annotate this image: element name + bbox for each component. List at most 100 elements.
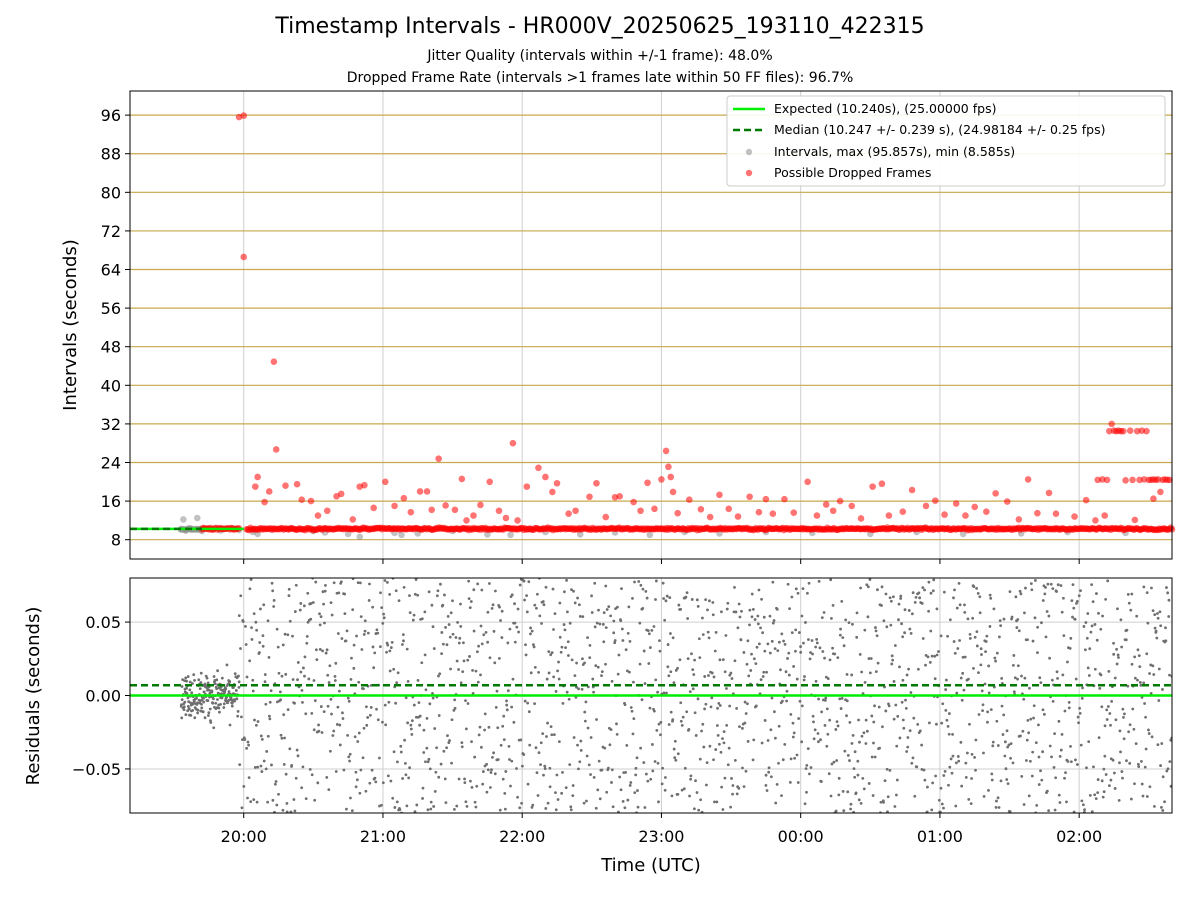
residual-point bbox=[501, 724, 505, 728]
residual-point bbox=[477, 644, 480, 648]
residual-point bbox=[703, 675, 707, 678]
residual-point bbox=[813, 728, 817, 732]
residual-point bbox=[975, 644, 979, 648]
residual-point bbox=[1066, 660, 1069, 664]
residual-point bbox=[262, 759, 266, 763]
residual-point bbox=[987, 691, 991, 695]
residual-point bbox=[690, 652, 693, 656]
residual-point bbox=[537, 670, 541, 674]
residual-point bbox=[937, 650, 940, 653]
residual-point bbox=[251, 689, 255, 693]
residual-point bbox=[560, 645, 564, 649]
residual-point bbox=[612, 619, 616, 623]
residual-point bbox=[227, 698, 231, 702]
residual-point bbox=[721, 808, 725, 811]
dropped-frame-point bbox=[674, 509, 681, 517]
residual-point bbox=[849, 802, 853, 806]
residual-point bbox=[234, 689, 238, 692]
residual-point bbox=[1109, 778, 1113, 782]
residual-point bbox=[1129, 797, 1133, 801]
residual-point bbox=[886, 810, 889, 813]
residual-point bbox=[737, 602, 741, 606]
residual-point bbox=[836, 724, 840, 728]
dropped-frame-point bbox=[899, 508, 907, 516]
residual-point bbox=[218, 710, 221, 714]
intervals-y-tick-label: 96 bbox=[101, 106, 121, 125]
residual-point bbox=[549, 653, 553, 657]
residual-point bbox=[427, 757, 431, 761]
residual-point bbox=[265, 750, 269, 753]
residual-point bbox=[513, 640, 517, 644]
residual-point bbox=[769, 775, 773, 779]
residual-point bbox=[438, 672, 442, 676]
residual-point bbox=[785, 689, 789, 693]
residual-point bbox=[680, 723, 684, 727]
residual-point bbox=[402, 639, 405, 643]
residual-point bbox=[904, 707, 908, 710]
residual-point bbox=[346, 733, 349, 737]
residual-point bbox=[681, 715, 685, 719]
residual-point bbox=[1164, 626, 1167, 630]
intervals-y-tick-label: 8 bbox=[111, 531, 121, 550]
residual-point bbox=[735, 792, 739, 796]
interval-point bbox=[180, 516, 187, 523]
residual-point bbox=[411, 618, 415, 622]
residual-point bbox=[890, 654, 894, 658]
residual-point bbox=[307, 677, 311, 681]
residual-point bbox=[225, 663, 229, 667]
residual-point bbox=[493, 772, 497, 776]
residual-point bbox=[1040, 778, 1044, 782]
residual-point bbox=[435, 594, 439, 598]
residual-point bbox=[429, 807, 433, 811]
residual-point bbox=[557, 660, 560, 664]
dropped-frame-point bbox=[1101, 512, 1108, 519]
residual-point bbox=[967, 677, 970, 681]
residual-point bbox=[1064, 771, 1067, 775]
residual-point bbox=[392, 750, 396, 754]
residual-point bbox=[1026, 718, 1030, 722]
residual-point bbox=[1024, 586, 1027, 590]
residual-point bbox=[885, 767, 889, 771]
residual-point bbox=[1146, 621, 1150, 625]
residual-point bbox=[287, 594, 291, 598]
residual-point bbox=[546, 721, 549, 725]
residuals-x-tick-label: 02:00 bbox=[1056, 827, 1102, 846]
residual-point bbox=[748, 608, 752, 612]
residual-point bbox=[793, 756, 797, 760]
residual-point bbox=[889, 599, 893, 603]
residual-point bbox=[325, 776, 329, 779]
residual-point bbox=[578, 760, 582, 764]
residual-point bbox=[241, 738, 244, 742]
residual-point bbox=[1027, 731, 1031, 735]
residual-point bbox=[978, 611, 982, 615]
residual-point bbox=[695, 598, 699, 602]
residual-point bbox=[1030, 774, 1034, 778]
residual-point bbox=[1066, 760, 1070, 763]
residual-point bbox=[1103, 724, 1107, 728]
residual-point bbox=[828, 658, 832, 662]
residual-point bbox=[452, 709, 456, 712]
residual-point bbox=[717, 701, 721, 705]
residual-point bbox=[1031, 639, 1035, 643]
residual-point bbox=[1147, 732, 1151, 735]
residual-point bbox=[877, 705, 881, 709]
residual-point bbox=[646, 779, 650, 783]
residual-point bbox=[569, 805, 573, 809]
residual-point bbox=[356, 581, 360, 585]
residual-point bbox=[649, 777, 653, 781]
residual-point bbox=[545, 677, 549, 681]
dropped-frame-point bbox=[716, 491, 723, 499]
residual-point bbox=[220, 696, 224, 700]
residual-point bbox=[571, 784, 575, 787]
residual-point bbox=[747, 674, 751, 678]
residual-point bbox=[443, 777, 447, 781]
residual-point bbox=[974, 768, 977, 772]
residual-point bbox=[1075, 600, 1079, 603]
residual-point bbox=[1006, 745, 1010, 749]
residual-point bbox=[1141, 794, 1145, 798]
residual-point bbox=[669, 710, 673, 714]
residual-point bbox=[656, 761, 660, 765]
residual-point bbox=[366, 716, 370, 719]
residual-point bbox=[771, 580, 775, 584]
residual-point bbox=[853, 750, 857, 754]
